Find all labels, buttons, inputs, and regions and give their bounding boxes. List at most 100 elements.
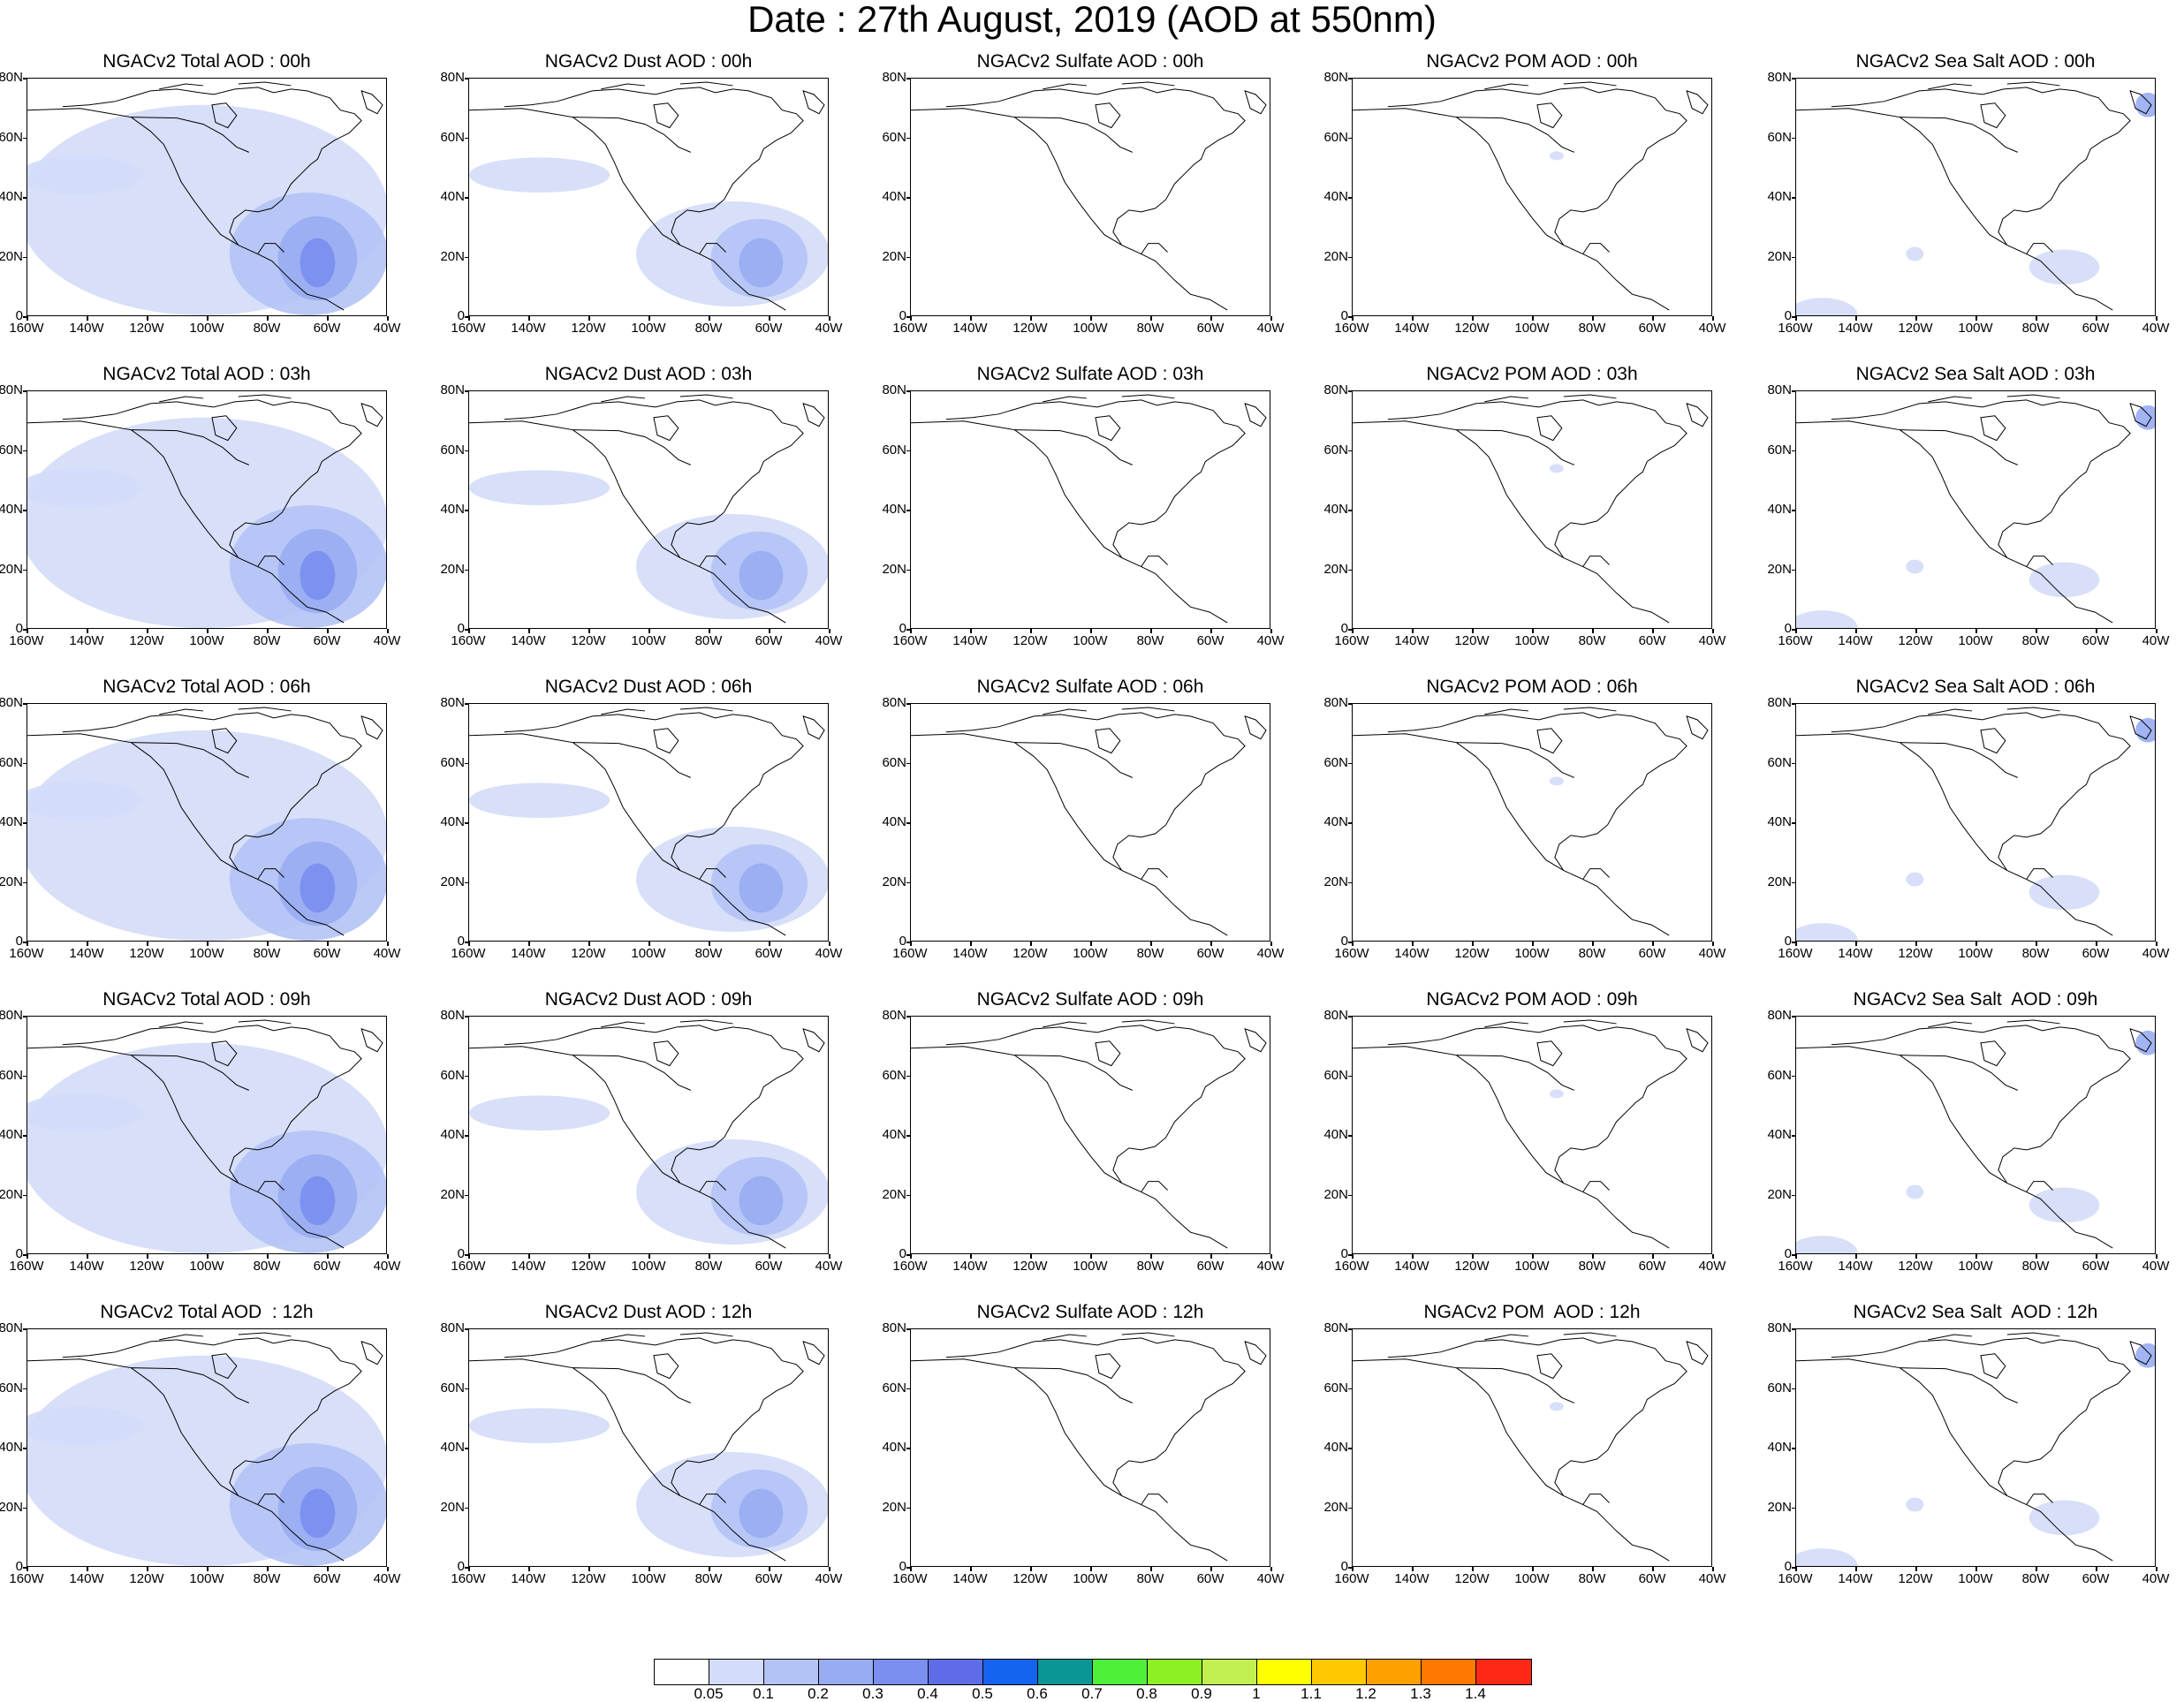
lat-tick-label: 40N	[1323, 1440, 1348, 1455]
coastline	[27, 1332, 383, 1562]
lon-tick	[1592, 942, 1594, 946]
lon-tick	[1975, 316, 1977, 321]
lon-tick-label: 160W	[451, 633, 486, 648]
lon-tick-label: 100W	[631, 633, 666, 648]
lon-tick	[27, 1567, 28, 1571]
lon-tick-label: 40W	[1256, 1571, 1285, 1586]
lat-tick-label: 40N	[0, 1440, 23, 1455]
lat-tick	[23, 762, 27, 764]
lon-tick	[327, 316, 329, 321]
lat-tick-label: 60N	[1767, 1067, 1792, 1083]
lon-tick-label: 120W	[1454, 946, 1490, 961]
lat-tick-label: 40N	[882, 1127, 906, 1142]
lat-tick	[1792, 1194, 1796, 1196]
lon-tick	[1855, 942, 1857, 946]
lon-tick-label: 160W	[1778, 1259, 1813, 1274]
lon-tick	[1712, 1254, 1714, 1259]
lon-tick-label: 80W	[253, 321, 281, 336]
coastline	[469, 81, 825, 311]
lon-tick	[1712, 1567, 1714, 1571]
lon-tick	[207, 316, 209, 321]
lat-tick	[1348, 822, 1353, 824]
lon-tick	[27, 942, 28, 946]
lon-tick-label: 80W	[2021, 321, 2050, 336]
lon-tick-label: 80W	[1136, 1571, 1164, 1586]
lon-tick-label: 120W	[1454, 321, 1490, 336]
lat-tick	[1348, 1135, 1353, 1137]
lat-tick-label: 80N	[440, 1008, 465, 1023]
lat-tick-label: 60N	[1767, 129, 1792, 145]
coastline	[1353, 707, 1709, 936]
lon-tick-label: 120W	[1898, 1259, 1933, 1274]
aod-field	[469, 783, 828, 933]
lon-tick	[267, 1254, 269, 1259]
lat-tick	[906, 1075, 911, 1077]
lat-tick-label: 40N	[440, 814, 465, 829]
lon-tick-label: 160W	[1778, 321, 1813, 336]
lat-tick	[1348, 1507, 1353, 1509]
lat-tick-label: 0	[1784, 308, 1792, 323]
lon-tick-label: 60W	[755, 321, 783, 336]
colorbar-box-16	[1476, 1660, 1531, 1684]
lon-tick-label: 100W	[631, 946, 666, 961]
lat-tick-label: 60N	[882, 1380, 906, 1396]
lat-tick-label: 80N	[440, 70, 465, 85]
lon-tick-label: 120W	[571, 1259, 606, 1274]
map-drawing	[1353, 394, 1709, 624]
lon-tick	[1795, 629, 1797, 633]
lon-tick-label: 80W	[253, 946, 281, 961]
lon-tick-label: 40W	[1698, 321, 1726, 336]
coastline	[27, 81, 383, 311]
lon-tick-label: 100W	[631, 1259, 666, 1274]
lon-tick-label: 60W	[1196, 1571, 1225, 1586]
lon-tick-label: 80W	[1136, 633, 1164, 648]
aod-colorbar	[654, 1659, 1532, 1685]
lon-tick-label: 80W	[1578, 633, 1606, 648]
aod-map	[910, 1328, 1270, 1567]
lat-tick	[906, 942, 911, 943]
lon-tick	[1855, 316, 1857, 321]
lat-tick	[1348, 1194, 1353, 1196]
aod-field	[27, 730, 386, 941]
lat-tick	[465, 822, 469, 824]
lon-tick	[267, 316, 269, 321]
lat-tick-label: 40N	[1323, 502, 1348, 517]
lon-tick-label: 160W	[892, 1259, 928, 1274]
lat-tick-label: 60N	[882, 442, 906, 458]
lat-tick	[1348, 1328, 1353, 1330]
lon-tick	[1030, 316, 1032, 321]
lon-tick	[27, 629, 28, 633]
coastline	[911, 81, 1267, 311]
lon-tick-label: 40W	[373, 1571, 401, 1586]
map-panel-r3-c5: NGACv2 Sea Salt AOD : 06h 80N 60N 40N 20N 0 1…	[1767, 677, 2184, 987]
lon-tick	[528, 1254, 530, 1259]
lon-tick-label: 40W	[2142, 1571, 2170, 1586]
lat-tick	[1348, 1016, 1353, 1017]
aod-map	[1795, 1016, 2156, 1254]
lat-tick-label: 40N	[0, 189, 23, 204]
lon-tick	[387, 316, 389, 321]
lat-tick-label: 40N	[1323, 189, 1348, 204]
aod-map	[468, 1328, 829, 1567]
lat-tick-label: 0	[457, 934, 465, 949]
lat-tick-label: 20N	[440, 248, 465, 264]
map-panel-r3-c2: NGACv2 Dust AOD : 06h 80N 60N 40N 20N 0 160W 1…	[440, 677, 892, 987]
lat-tick	[1348, 450, 1353, 451]
lat-tick	[1792, 197, 1796, 199]
lon-tick	[970, 316, 972, 321]
lat-tick	[23, 1254, 27, 1256]
coastline	[1353, 394, 1709, 624]
lon-tick	[267, 1567, 269, 1571]
lon-tick-label: 140W	[952, 1259, 988, 1274]
lon-tick-label: 40W	[1698, 1571, 1726, 1586]
lon-tick-label: 80W	[1136, 946, 1164, 961]
map-drawing	[911, 394, 1267, 624]
aod-map	[27, 1016, 387, 1254]
lon-tick-label: 120W	[1898, 1571, 1933, 1586]
lat-tick-label: 20N	[440, 561, 465, 577]
lon-tick	[147, 1254, 148, 1259]
lon-tick-label: 40W	[1256, 1259, 1285, 1274]
lon-tick-label: 80W	[694, 321, 723, 336]
lon-tick-label: 100W	[1958, 321, 1993, 336]
panel-title: NGACv2 Sulfate AOD : 03h	[976, 364, 1204, 384]
